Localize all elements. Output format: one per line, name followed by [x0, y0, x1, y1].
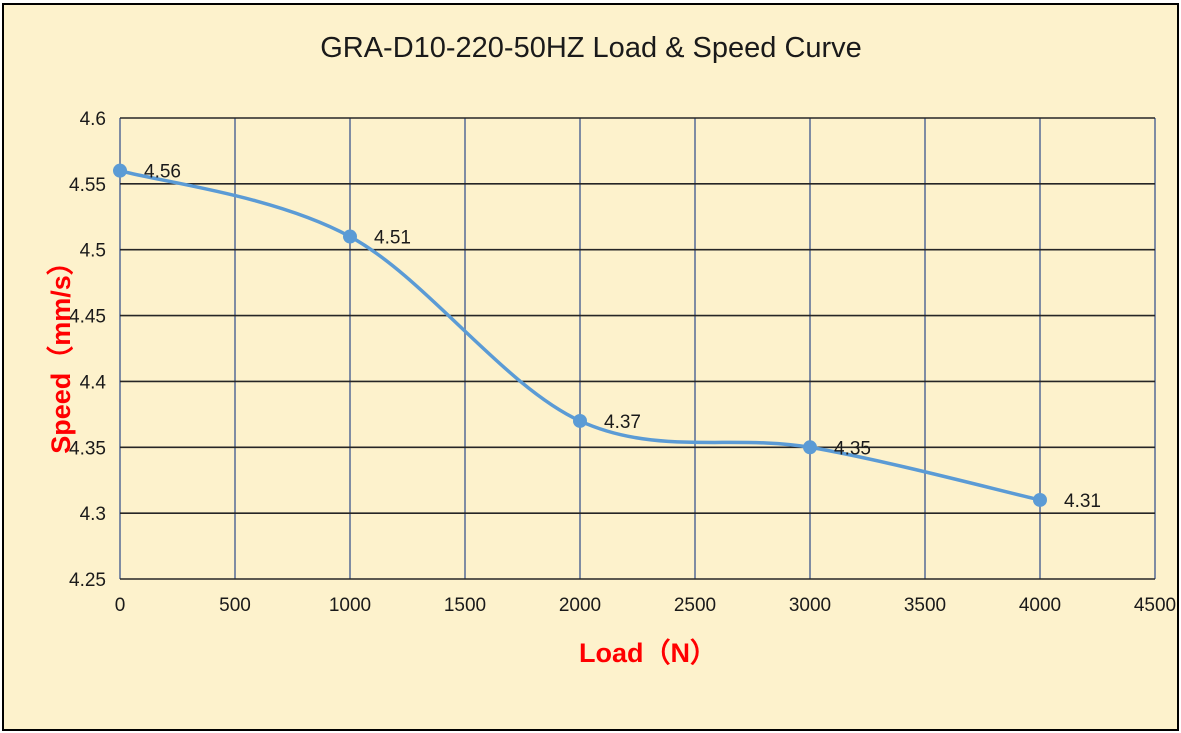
line-chart: GRA-D10-220-50HZ Load & Speed Curve 0 500… [46, 32, 1176, 668]
x-tick-label: 3000 [789, 595, 831, 616]
x-tick-label: 3500 [904, 595, 946, 616]
data-label: 4.56 [144, 162, 181, 183]
y-axis-title: Speed（mm/s） [46, 248, 76, 454]
data-label: 4.35 [834, 438, 871, 459]
x-tick-label: 2000 [559, 595, 601, 616]
y-tick-label: 4.6 [80, 109, 106, 130]
y-tick-label: 4.55 [69, 175, 106, 196]
chart-frame: GRA-D10-220-50HZ Load & Speed Curve 0 500… [2, 3, 1179, 731]
data-point [803, 440, 817, 455]
data-point [113, 163, 127, 178]
x-tick-label: 2500 [674, 595, 716, 616]
x-tick-label: 1500 [444, 595, 486, 616]
chart-title: GRA-D10-220-50HZ Load & Speed Curve [320, 32, 862, 64]
y-tick-label: 4.4 [80, 372, 107, 393]
y-tick-label: 4.3 [80, 504, 106, 525]
gridlines [119, 117, 1156, 580]
x-tick-label: 1000 [329, 595, 371, 616]
x-tick-label: 0 [115, 595, 126, 616]
x-tick-label: 4000 [1019, 595, 1061, 616]
x-tick-label: 500 [219, 595, 251, 616]
data-point [573, 413, 587, 428]
y-tick-label: 4.45 [69, 307, 106, 328]
data-label: 4.51 [374, 228, 411, 249]
data-point [1033, 492, 1047, 507]
x-tick-label: 4500 [1134, 595, 1176, 616]
tick-labels: 0 500 1000 1500 2000 2500 3000 3500 4000 4500 4.25… [69, 109, 1176, 616]
y-tick-label: 4.25 [69, 570, 106, 591]
data-series: 4.56 4.51 4.37 4.35 4.31 [113, 162, 1101, 512]
x-axis-title: Load（N） [579, 638, 717, 668]
data-label: 4.37 [604, 412, 641, 433]
data-point [343, 229, 357, 244]
y-tick-label: 4.35 [69, 438, 106, 459]
y-tick-label: 4.5 [80, 241, 106, 262]
data-label: 4.31 [1064, 491, 1101, 512]
